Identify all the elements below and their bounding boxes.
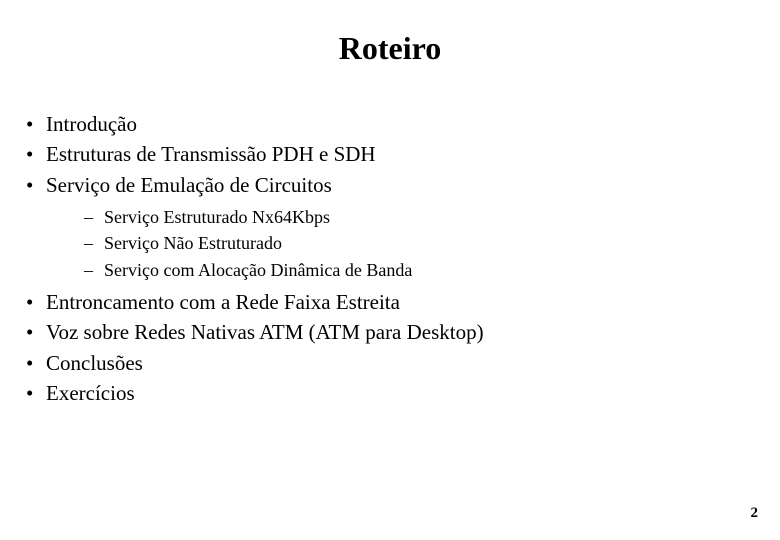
bullet-text: Introdução <box>46 112 137 136</box>
slide-content: Introdução Estruturas de Transmissão PDH… <box>22 110 758 409</box>
list-item: Exercícios <box>22 379 758 407</box>
list-item: Introdução <box>22 110 758 138</box>
list-item: Conclusões <box>22 349 758 377</box>
bullet-text: Serviço Não Estruturado <box>104 233 282 253</box>
bullet-text: Serviço com Alocação Dinâmica de Banda <box>104 260 412 280</box>
bullet-text: Entroncamento com a Rede Faixa Estreita <box>46 290 400 314</box>
list-item: Voz sobre Redes Nativas ATM (ATM para De… <box>22 318 758 346</box>
bullet-text: Conclusões <box>46 351 143 375</box>
bullet-text: Voz sobre Redes Nativas ATM (ATM para De… <box>46 320 484 344</box>
bullet-text: Serviço de Emulação de Circuitos <box>46 173 332 197</box>
slide-title: Roteiro <box>0 30 780 67</box>
page-number: 2 <box>751 505 759 522</box>
list-item: Serviço com Alocação Dinâmica de Banda <box>46 258 758 282</box>
list-item: Estruturas de Transmissão PDH e SDH <box>22 140 758 168</box>
bullet-text: Estruturas de Transmissão PDH e SDH <box>46 142 376 166</box>
bullet-list-level2: Serviço Estruturado Nx64Kbps Serviço Não… <box>46 205 758 282</box>
bullet-text: Serviço Estruturado Nx64Kbps <box>104 207 330 227</box>
bullet-text: Exercícios <box>46 381 135 405</box>
list-item: Serviço de Emulação de Circuitos Serviço… <box>22 171 758 282</box>
list-item: Serviço Não Estruturado <box>46 231 758 255</box>
list-item: Entroncamento com a Rede Faixa Estreita <box>22 288 758 316</box>
bullet-list-level1: Introdução Estruturas de Transmissão PDH… <box>22 110 758 407</box>
slide: Roteiro Introdução Estruturas de Transmi… <box>0 0 780 540</box>
list-item: Serviço Estruturado Nx64Kbps <box>46 205 758 229</box>
